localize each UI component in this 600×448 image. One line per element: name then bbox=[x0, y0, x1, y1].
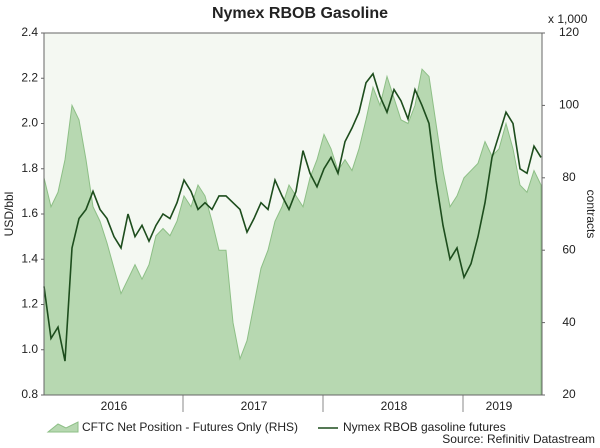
y2-tick-label: 20 bbox=[562, 387, 576, 401]
y-tick-label: 1.0 bbox=[21, 342, 38, 356]
y-tick-label: 2.2 bbox=[21, 70, 38, 84]
line bbox=[43, 72, 542, 362]
y2-tick-label: 40 bbox=[562, 315, 576, 329]
legend-swatch-area bbox=[46, 421, 79, 433]
y2-tick-label: 120 bbox=[559, 25, 579, 39]
y2-axis-label: contracts bbox=[584, 190, 598, 239]
area bbox=[43, 68, 542, 396]
y2-tick-label: 60 bbox=[562, 242, 576, 256]
x-tick-label: 2019 bbox=[486, 399, 513, 413]
x-tick-label: 2017 bbox=[241, 399, 268, 413]
y-tick-label: 1.4 bbox=[21, 251, 38, 265]
chart-title: Nymex RBOB Gasoline bbox=[212, 5, 388, 22]
y-tick-label: 1.2 bbox=[21, 297, 38, 311]
y-tick-label: 0.8 bbox=[21, 387, 38, 401]
source: Source: Refinitiv Datastream bbox=[442, 432, 595, 446]
y2-tick-label: 100 bbox=[559, 98, 579, 112]
y2-unit: x 1,000 bbox=[548, 12, 588, 26]
x-tick-label: 2016 bbox=[101, 399, 128, 413]
y-tick-label: 2.0 bbox=[21, 116, 38, 130]
y-tick-label: 2.4 bbox=[21, 25, 38, 39]
legend-label: CFTC Net Position - Futures Only (RHS) bbox=[82, 420, 298, 434]
x-tick-label: 2018 bbox=[381, 399, 408, 413]
y2-tick-label: 80 bbox=[562, 170, 576, 184]
legend-label: Nymex RBOB gasoline futures bbox=[343, 420, 506, 434]
year-dividers bbox=[182, 395, 464, 412]
y-axis-label: USD/bbl bbox=[2, 192, 16, 237]
y-tick-label: 1.6 bbox=[21, 206, 38, 220]
y-tick-label: 1.8 bbox=[21, 161, 38, 175]
